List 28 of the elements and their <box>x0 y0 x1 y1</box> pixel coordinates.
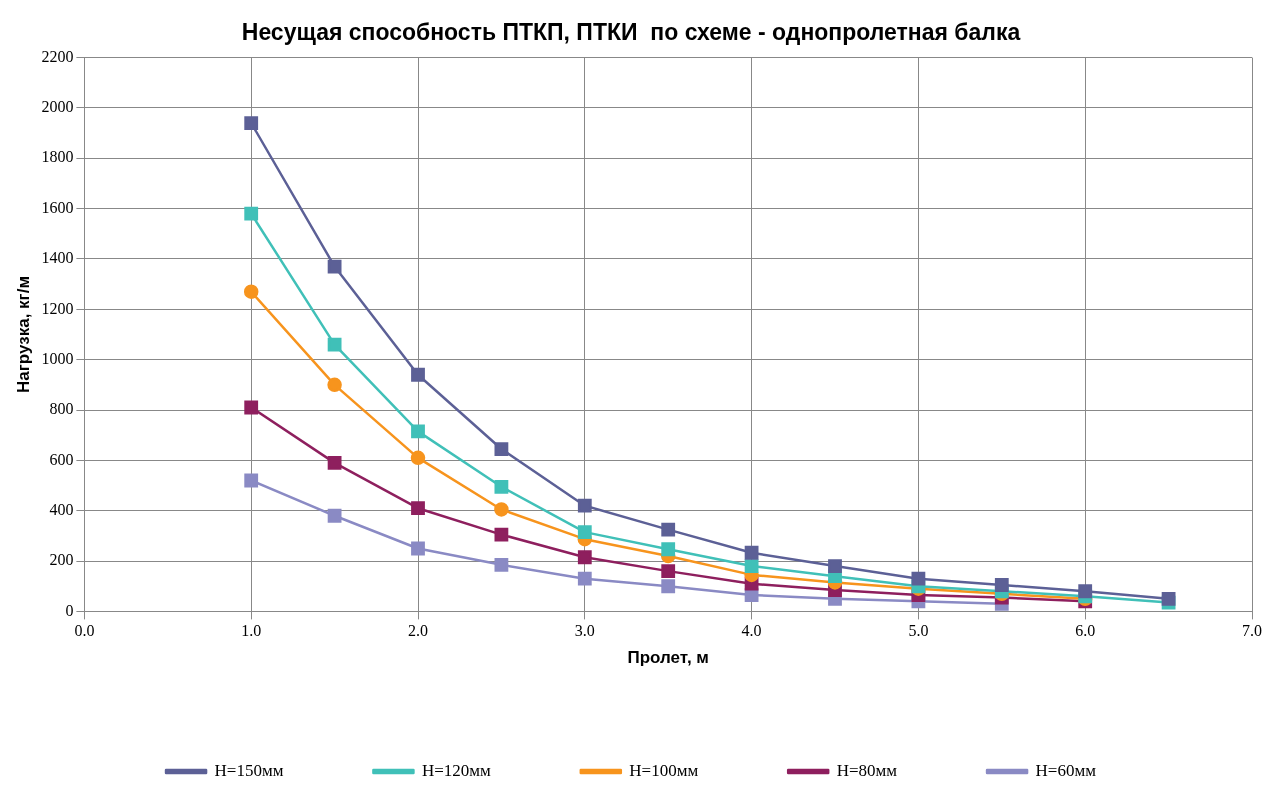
y-tick-label: 1800 <box>41 148 74 166</box>
legend-label: H=80мм <box>836 760 898 780</box>
legend-label: H=120мм <box>421 760 492 780</box>
legend-label: H=150мм <box>214 760 284 780</box>
y-tick-label: 1600 <box>41 198 74 216</box>
x-tick-label: 3.0 <box>574 622 595 640</box>
y-tick-label: 200 <box>49 551 74 569</box>
x-tick-label: 0.0 <box>74 622 95 640</box>
y-tick-label: 1400 <box>41 249 74 267</box>
y-tick-label: 600 <box>49 450 74 468</box>
x-tick-label: 1.0 <box>241 622 262 640</box>
x-tick-label: 4.0 <box>741 622 762 640</box>
x-tick-label: 5.0 <box>908 622 929 640</box>
y-tick-label: 1000 <box>41 349 74 367</box>
legend-label: H=60мм <box>1035 760 1097 780</box>
x-tick-label: 7.0 <box>1242 622 1262 640</box>
y-axis-title: Нагрузка, кг/м <box>13 276 33 393</box>
x-axis-title: Пролет, м <box>627 648 709 668</box>
y-tick-label: 0 <box>65 601 74 619</box>
x-tick-label: 6.0 <box>1075 622 1096 640</box>
y-tick-label: 2000 <box>41 98 74 116</box>
y-tick-label: 400 <box>49 500 74 518</box>
y-tick-label: 800 <box>49 400 74 418</box>
legend-label: H=100мм <box>629 760 699 780</box>
y-tick-label: 2200 <box>41 47 74 65</box>
y-tick-label: 1200 <box>41 299 74 317</box>
x-tick-label: 2.0 <box>408 622 428 640</box>
chart-title: Несущая способность ПТКП, ПТКИ по схеме - однопролетная балка <box>241 19 1021 46</box>
